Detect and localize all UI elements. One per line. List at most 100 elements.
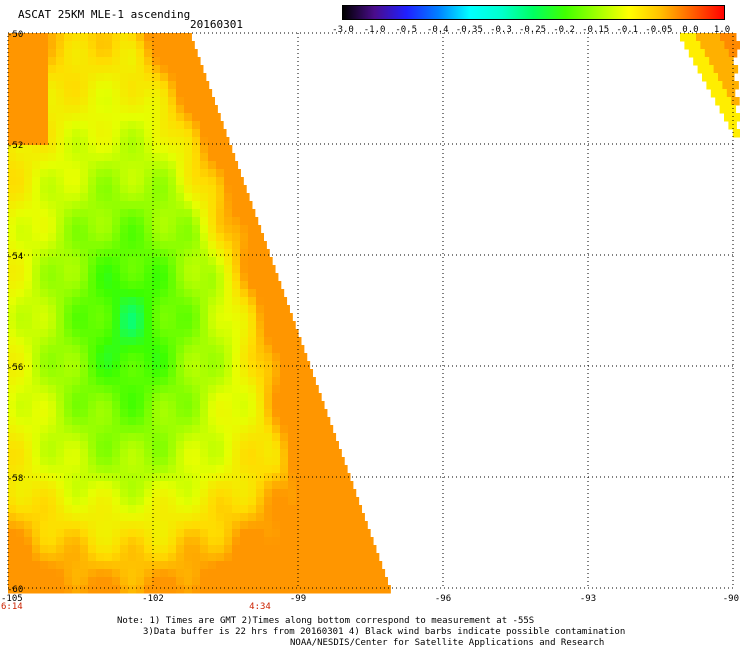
- swath-cell: [232, 481, 241, 490]
- swath-cell: [312, 561, 321, 570]
- swath-cell: [216, 209, 225, 218]
- swath-cell: [240, 305, 249, 314]
- color-scale-label: 0.0: [682, 25, 699, 35]
- swath-cell: [152, 65, 161, 74]
- swath-cell: [88, 321, 97, 330]
- swath-cell: [248, 265, 257, 274]
- swath-cell: [48, 433, 57, 442]
- swath-cell: [8, 49, 17, 58]
- swath-cell: [64, 129, 73, 138]
- swath-cell: [224, 401, 233, 410]
- swath-cell: [32, 529, 41, 538]
- swath-cell: [152, 249, 161, 258]
- swath-cell: [120, 521, 129, 530]
- swath-cell: [96, 553, 105, 562]
- swath-cell: [144, 169, 153, 178]
- swath-cell: [40, 137, 49, 146]
- swath-cell: [200, 153, 209, 162]
- swath-cell: [128, 281, 137, 290]
- swath-cell: [160, 33, 169, 42]
- swath-cell: [120, 385, 129, 394]
- swath-cell: [248, 385, 257, 394]
- swath-cell: [104, 177, 113, 186]
- swath-cell: [184, 161, 193, 170]
- swath-cell: [304, 361, 311, 370]
- swath-cell: [24, 209, 33, 218]
- swath-cell: [240, 457, 249, 466]
- swath-cell: [56, 545, 65, 554]
- swath-cell: [112, 449, 121, 458]
- swath-cell: [232, 529, 241, 538]
- swath-cell: [272, 449, 281, 458]
- swath-cell: [160, 89, 169, 98]
- swath-cell: [272, 353, 281, 362]
- swath-cell: [16, 497, 25, 506]
- swath-cell: [192, 345, 201, 354]
- swath-cell: [184, 577, 193, 586]
- swath-cell: [304, 401, 313, 410]
- swath-cell: [104, 225, 113, 234]
- swath-cell: [208, 369, 217, 378]
- swath-cell: [104, 57, 113, 66]
- swath-cell: [192, 561, 201, 570]
- swath-cell: [152, 409, 161, 418]
- swath-cell: [80, 449, 89, 458]
- swath-cell: [120, 393, 129, 402]
- swath-cell: [48, 105, 57, 114]
- swath-cell: [288, 537, 297, 546]
- swath-cell: [256, 505, 265, 514]
- swath-cell: [96, 177, 105, 186]
- swath-cell: [176, 33, 185, 42]
- swath-cell: [144, 553, 153, 562]
- swath-cell: [112, 545, 121, 554]
- swath-cell: [248, 465, 257, 474]
- swath-cell: [200, 537, 209, 546]
- swath-cell: [328, 441, 337, 450]
- swath-cell: [176, 385, 185, 394]
- swath-cell: [248, 529, 257, 538]
- swath-cell: [24, 401, 33, 410]
- swath-cell: [96, 369, 105, 378]
- swath-cell: [136, 281, 145, 290]
- swath-cell: [320, 577, 329, 586]
- swath-cell: [104, 417, 113, 426]
- swath-cell: [240, 417, 249, 426]
- swath-cell: [80, 425, 89, 434]
- swath-cell: [128, 305, 137, 314]
- swath-cell: [104, 89, 113, 98]
- swath-cell: [112, 57, 121, 66]
- swath-cell: [80, 81, 89, 90]
- note-line-1: Note: 1) Times are GMT 2)Times along bot…: [117, 616, 535, 626]
- swath-cell: [128, 529, 137, 538]
- swath-cell: [80, 337, 89, 346]
- swath-cell: [280, 577, 289, 586]
- swath-cell: [320, 449, 329, 458]
- swath-cell: [216, 545, 225, 554]
- swath-cell: [216, 401, 225, 410]
- swath-cell: [360, 553, 369, 562]
- swath-cell: [112, 281, 121, 290]
- swath-cell: [104, 281, 113, 290]
- swath-cell: [168, 41, 177, 50]
- swath-cell: [232, 577, 241, 586]
- swath-cell: [200, 161, 209, 170]
- swath-cell: [56, 425, 65, 434]
- swath-cell: [272, 321, 281, 330]
- swath-cell: [72, 337, 81, 346]
- swath-cell: [232, 537, 241, 546]
- swath-cell: [112, 65, 121, 74]
- swath-cell: [192, 137, 201, 146]
- swath-cell: [120, 225, 129, 234]
- swath-cell: [128, 153, 137, 162]
- swath-cell: [184, 321, 193, 330]
- swath-cell: [176, 561, 185, 570]
- swath-cell: [232, 361, 241, 370]
- swath-cell: [40, 569, 49, 578]
- swath-cell: [168, 289, 177, 298]
- swath-cell: [144, 225, 153, 234]
- swath-cell: [8, 497, 17, 506]
- swath-cell: [120, 401, 129, 410]
- swath-cell: [72, 153, 81, 162]
- swath-cell: [40, 553, 49, 562]
- swath-cell: [64, 537, 73, 546]
